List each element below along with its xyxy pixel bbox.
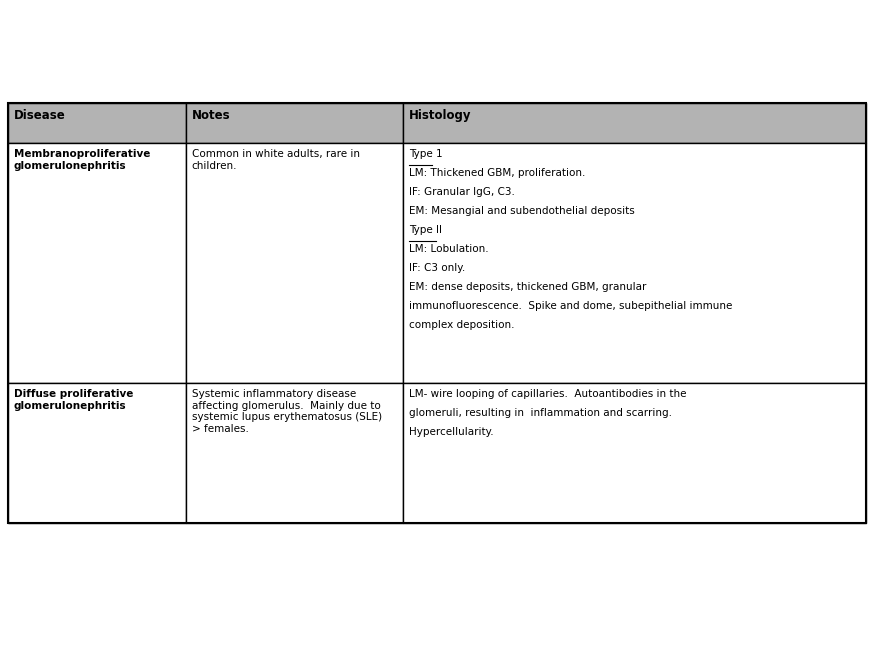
Text: EM: dense deposits, thickened GBM, granular: EM: dense deposits, thickened GBM, granu… — [409, 282, 646, 292]
Text: EM: Mesangial and subendothelial deposits: EM: Mesangial and subendothelial deposit… — [409, 206, 635, 216]
Text: Hypercellularity.: Hypercellularity. — [409, 427, 493, 437]
Text: LM: Lobulation.: LM: Lobulation. — [409, 244, 489, 254]
Text: Diffuse proliferative
glomerulonephritis: Diffuse proliferative glomerulonephritis — [14, 389, 134, 411]
Text: Notes: Notes — [191, 109, 230, 122]
Bar — [185, 143, 403, 383]
Bar — [8, 143, 185, 383]
Text: Membranoproliferative
glomerulonephritis: Membranoproliferative glomerulonephritis — [14, 149, 150, 170]
Text: Systemic inflammatory disease
affecting glomerulus.  Mainly due to
systemic lupu: Systemic inflammatory disease affecting … — [191, 389, 382, 434]
Text: LM- wire looping of capillaries.  Autoantibodies in the: LM- wire looping of capillaries. Autoant… — [409, 389, 686, 399]
Bar — [403, 383, 866, 523]
Text: Type 1: Type 1 — [409, 149, 442, 159]
Bar — [185, 103, 403, 143]
Text: Histology: Histology — [409, 109, 471, 122]
Text: IF: C3 only.: IF: C3 only. — [409, 263, 465, 273]
Text: IF: Granular IgG, C3.: IF: Granular IgG, C3. — [409, 187, 515, 197]
Bar — [8, 103, 866, 523]
Text: LM: Thickened GBM, proliferation.: LM: Thickened GBM, proliferation. — [409, 168, 585, 178]
Bar — [403, 103, 866, 143]
Text: Disease: Disease — [14, 109, 66, 122]
Bar — [403, 143, 866, 383]
Bar — [8, 103, 185, 143]
Text: immunofluorescence.  Spike and dome, subepithelial immune: immunofluorescence. Spike and dome, sube… — [409, 301, 732, 311]
Text: complex deposition.: complex deposition. — [409, 320, 514, 330]
Text: Common in white adults, rare in
children.: Common in white adults, rare in children… — [191, 149, 359, 170]
Text: glomeruli, resulting in  inflammation and scarring.: glomeruli, resulting in inflammation and… — [409, 408, 672, 418]
Bar — [8, 383, 185, 523]
Bar — [185, 383, 403, 523]
Text: Type II: Type II — [409, 225, 441, 235]
